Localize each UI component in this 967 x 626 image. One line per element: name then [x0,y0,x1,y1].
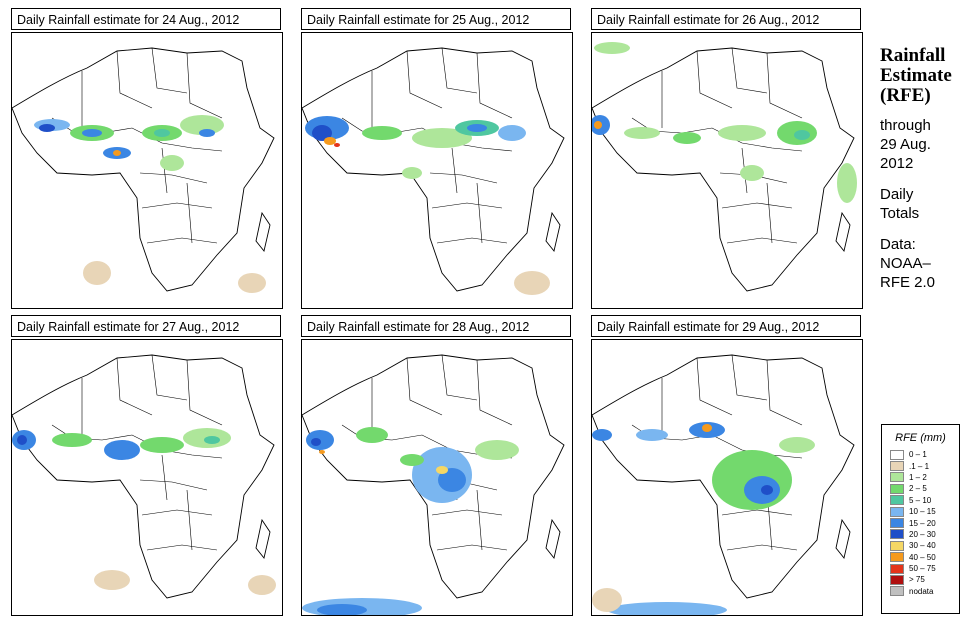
africa-rainfall-map [11,339,283,616]
legend-swatch [890,563,904,574]
daily-line: Daily [880,186,914,203]
legend-item: 2 – 5 [890,483,959,494]
legend-label: 1 – 2 [909,472,927,482]
legend-label: 50 – 75 [909,564,936,574]
rainfall-map-panel-29-aug: Daily Rainfall estimate for 29 Aug., 201… [591,315,863,616]
legend-item: > 75 [890,574,959,585]
data-source-version: RFE 2.0 [880,274,936,291]
legend-label: 10 – 15 [909,507,936,517]
panel-title: Daily Rainfall estimate for 29 Aug., 201… [591,315,861,337]
legend-label: .1 – 1 [909,461,930,471]
legend-swatch [890,574,904,585]
map-svg [302,47,565,295]
africa-rainfall-map [591,339,863,616]
legend-swatch [890,483,904,494]
legend-item: 15 – 20 [890,517,959,529]
legend-swatch [890,472,904,483]
map-svg [592,354,855,615]
legend-label: 40 – 50 [909,552,936,562]
africa-rainfall-map [11,32,283,309]
rainfall-map-panel-26-aug: Daily Rainfall estimate for 26 Aug., 201… [591,8,863,309]
legend-swatch [890,586,904,597]
legend-label: 15 – 20 [909,518,936,528]
map-svg [592,42,857,292]
data-source: NOAA– [880,255,931,272]
legend-swatch [890,449,904,460]
panel-title: Daily Rainfall estimate for 27 Aug., 201… [11,315,281,337]
legend-item: 5 – 10 [890,495,959,506]
legend-label: 20 – 30 [909,529,936,539]
rainfall-map-panel-24-aug: Daily Rainfall estimate for 24 Aug., 201… [11,8,283,309]
rainfall-map-panel-28-aug: Daily Rainfall estimate for 28 Aug., 201… [301,315,573,616]
sidebar-info: Rainfall Estimate (RFE) through 29 Aug. … [880,46,964,292]
panel-title: Daily Rainfall estimate for 25 Aug., 201… [301,8,571,30]
through-date: 29 Aug. [880,136,931,153]
legend-swatch [890,461,904,472]
through-line: through [880,117,931,134]
legend-item: 1 – 2 [890,472,959,483]
map-svg [12,47,275,293]
legend-title: RFE (mm) [895,432,946,444]
africa-rainfall-map [591,32,863,309]
legend-swatch [890,552,904,563]
title-line: Rainfall [880,45,946,66]
legend-swatch [890,495,904,506]
legend-swatch [890,518,904,529]
map-svg [302,354,565,615]
title-line: Estimate [880,65,952,86]
legend-item: 40 – 50 [890,552,959,563]
legend-label: 0 – 1 [909,450,927,460]
legend-item: 0 – 1 [890,449,959,460]
legend-item: 20 – 30 [890,529,959,540]
legend-swatch [890,529,904,540]
legend-item: nodata [890,586,959,597]
panel-title: Daily Rainfall estimate for 28 Aug., 201… [301,315,571,337]
africa-rainfall-map [301,339,573,616]
rainfall-map-panel-27-aug: Daily Rainfall estimate for 27 Aug., 201… [11,315,283,616]
legend-label: 5 – 10 [909,495,932,505]
legend-swatch [890,506,904,517]
legend-swatch [890,540,904,551]
rainfall-map-panel-25-aug: Daily Rainfall estimate for 25 Aug., 201… [301,8,573,309]
map-svg [12,354,276,599]
totals-line: Totals [880,205,920,222]
title-line: (RFE) [880,85,931,106]
africa-rainfall-map [301,32,573,309]
legend-item: .1 – 1 [890,460,959,472]
panel-title: Daily Rainfall estimate for 24 Aug., 201… [11,8,281,30]
panel-title: Daily Rainfall estimate for 26 Aug., 201… [591,8,861,30]
through-year: 2012 [880,155,914,172]
legend-item: 50 – 75 [890,563,959,574]
legend-label: 2 – 5 [909,484,927,494]
legend-label: > 75 [909,575,925,585]
legend-item: 30 – 40 [890,540,959,551]
data-label: Data: [880,236,916,253]
legend-label: 30 – 40 [909,541,936,551]
legend-label: nodata [909,586,934,596]
legend-item: 10 – 15 [890,506,959,517]
